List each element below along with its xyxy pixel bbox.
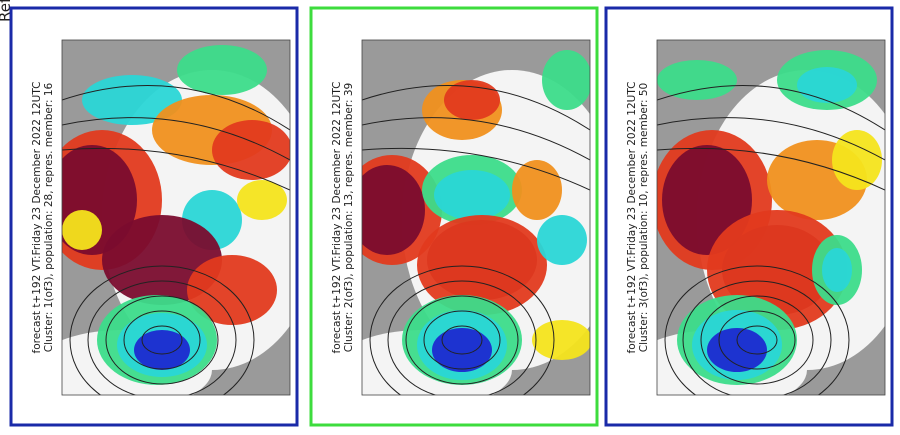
anomaly-area (362, 165, 425, 255)
map-border (656, 39, 886, 396)
anomaly-area (537, 215, 587, 265)
anomaly-area (444, 80, 500, 120)
contour-line (423, 310, 501, 370)
anomaly-area (62, 210, 102, 250)
contour-line (62, 147, 290, 191)
anomaly-area (82, 75, 182, 125)
anomaly-area (822, 248, 852, 292)
contour-line (105, 295, 219, 385)
contour-line (664, 265, 850, 395)
anomaly-area (432, 328, 492, 372)
anomaly-area (237, 180, 287, 220)
anomaly-area (542, 50, 590, 110)
cluster-panel: forecast t+192 VT:Friday 23 December 202… (9, 6, 299, 427)
anomaly-area (187, 255, 277, 325)
anomaly-area (177, 45, 267, 95)
cluster-panel: forecast t+192 VT:Friday 23 December 202… (309, 6, 599, 427)
anomaly-area (707, 328, 767, 372)
anomaly-area (212, 120, 290, 180)
anomaly-area (797, 67, 857, 103)
contour-line (441, 325, 483, 355)
cluster-label: Cluster: 3(of3), population: 10, repres.… (638, 83, 650, 352)
contour-line (682, 280, 832, 395)
contour-line (736, 325, 778, 355)
map-border (361, 39, 591, 396)
contour-line (362, 117, 590, 161)
contour-line (657, 84, 885, 131)
contour-line (87, 280, 237, 395)
contour-line (657, 147, 885, 191)
contour-line (62, 117, 290, 161)
contour-line (62, 84, 290, 131)
contour-line (387, 280, 537, 395)
anomaly-area (512, 160, 562, 220)
contour-line (718, 310, 796, 370)
forecast-label: forecast t+192 VT:Friday 23 December 202… (31, 82, 43, 354)
anomaly-area (134, 330, 190, 370)
contour-line (123, 310, 201, 370)
anomaly-area (832, 130, 882, 190)
contour-line (69, 265, 255, 395)
forecast-label: forecast t+192 VT:Friday 23 December 202… (626, 82, 638, 354)
map (657, 40, 885, 395)
map (362, 40, 590, 395)
contour-line (700, 295, 814, 385)
anomaly-area (532, 320, 590, 360)
contour-line (657, 117, 885, 161)
contour-line (362, 84, 590, 131)
anomaly-area (657, 60, 737, 100)
contour-line (141, 325, 183, 355)
forecast-label: forecast t+192 VT:Friday 23 December 202… (331, 82, 343, 354)
cluster-label: Cluster: 2(of3), population: 13, repres.… (343, 83, 355, 352)
anomaly-area (417, 215, 547, 315)
contour-line (369, 265, 555, 395)
contour-line (362, 147, 590, 191)
map (62, 40, 290, 395)
cluster-panel: forecast t+192 VT:Friday 23 December 202… (604, 6, 894, 427)
anomaly-area (434, 170, 510, 220)
map-border (61, 39, 291, 396)
cluster-label: Cluster: 1(of3), population: 28, repres.… (43, 82, 55, 352)
contour-line (405, 295, 519, 385)
